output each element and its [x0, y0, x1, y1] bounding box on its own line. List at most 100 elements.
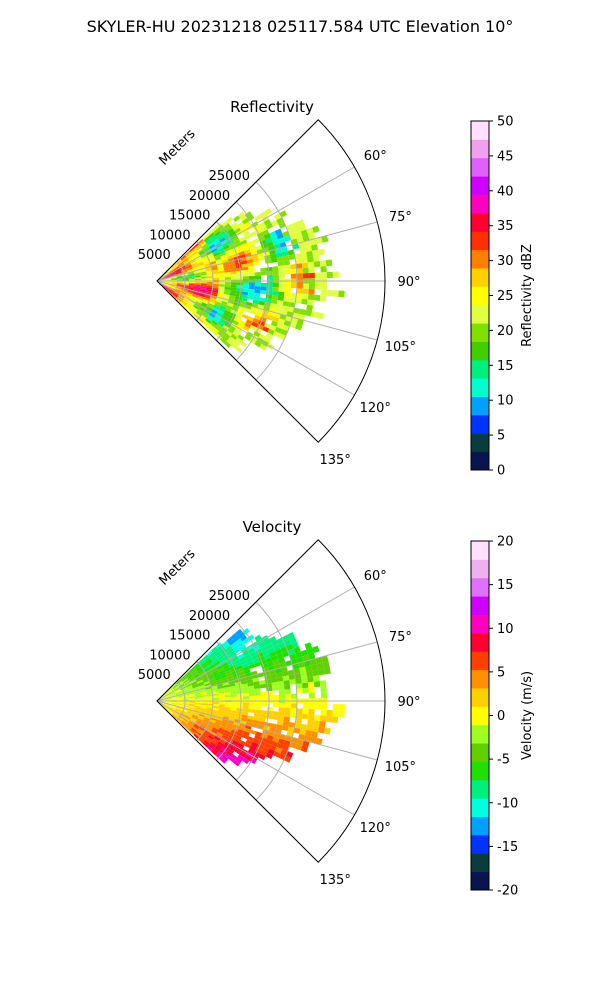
azimuth-tick-label: 75° [389, 210, 412, 225]
radar-gate [200, 703, 207, 706]
radar-gate [219, 739, 226, 745]
radar-gate [218, 282, 225, 285]
radar-gate [237, 322, 245, 329]
radar-gate [198, 263, 205, 267]
radar-gate [217, 247, 225, 253]
range-tick-label: 20000 [189, 609, 230, 624]
radar-gate [302, 703, 309, 709]
radar-gate [210, 295, 217, 300]
radar-gate [238, 236, 246, 243]
radar-gate [260, 710, 267, 715]
radar-gate [223, 332, 231, 339]
radar-gate [211, 729, 218, 734]
radar-gate [290, 693, 297, 699]
radar-gate [217, 685, 224, 690]
radar-gate [182, 702, 189, 704]
radar-gate [218, 270, 225, 274]
radar-gate [167, 267, 173, 272]
radar-gate [194, 697, 201, 700]
radar-gate [259, 297, 266, 302]
radar-gate [163, 285, 169, 290]
radar-gate [208, 243, 216, 250]
radar-gate [226, 737, 234, 743]
radar-gate [168, 268, 174, 273]
radar-gate [307, 681, 315, 688]
radar-gate [259, 717, 266, 722]
reflectivity-title: Reflectivity [230, 98, 314, 116]
radar-gate [200, 704, 207, 708]
radar-gate [212, 285, 219, 289]
radar-gate [206, 274, 213, 277]
radar-gate [252, 257, 260, 263]
colorbar-tick-label: 45 [497, 149, 514, 164]
radar-gate [301, 262, 309, 269]
radar-gate [225, 669, 232, 675]
radar-gate [282, 721, 290, 727]
radar-gate [251, 654, 259, 661]
radar-gate [169, 707, 175, 711]
sector-outline [156, 119, 386, 443]
radar-gate [211, 749, 218, 756]
radar-gate [191, 683, 199, 688]
radar-gate [163, 706, 168, 711]
radar-gate [309, 238, 317, 246]
radar-gate [217, 644, 224, 651]
radar-gate [275, 672, 283, 678]
radar-gate [224, 691, 231, 696]
radar-gate [225, 330, 233, 337]
radar-gate [265, 222, 274, 230]
radar-gate [249, 309, 257, 315]
radar-gate [249, 651, 257, 658]
radar-gate [283, 716, 291, 722]
radar-gate [201, 313, 208, 319]
radar-gate [288, 721, 296, 728]
radar-gate [211, 289, 219, 293]
radar-gate [262, 229, 270, 236]
radar-gate [295, 743, 303, 751]
radar-gate [186, 713, 192, 718]
azimuth-tick-label: 105° [385, 760, 416, 775]
radar-gate [266, 274, 273, 280]
radar-gate [217, 290, 225, 294]
radar-gate [212, 275, 219, 279]
radar-gate [230, 284, 237, 288]
radar-gate [176, 277, 183, 280]
radar-gate [284, 703, 291, 709]
radar-gate [209, 717, 217, 722]
radar-gate [224, 742, 231, 748]
radar-gate [199, 689, 207, 693]
radar-gate [164, 699, 171, 701]
radar-gate [256, 743, 264, 751]
radar-gate [236, 665, 243, 671]
radar-gate [241, 263, 248, 268]
radar-gate [302, 283, 309, 289]
radar-gate [163, 286, 168, 291]
radar-gate [220, 326, 228, 333]
radar-gate [164, 702, 171, 705]
radar-gate [217, 268, 225, 272]
radar-gate [219, 305, 227, 310]
radar-gate [278, 641, 286, 649]
radar-gate [170, 697, 177, 699]
radar-gate [247, 660, 255, 666]
radar-gate [300, 745, 309, 753]
radar-gate [212, 697, 219, 701]
radar-gate [187, 268, 194, 272]
radar-gate [258, 235, 266, 242]
radar-gate [219, 725, 227, 730]
radar-gate [303, 240, 311, 247]
radar-gate [170, 277, 177, 280]
radar-gate [229, 745, 236, 752]
radar-gate [175, 690, 182, 694]
radar-gate [197, 728, 204, 734]
radar-gate [176, 276, 183, 278]
radar-gate [275, 304, 283, 310]
radar-gate [270, 320, 279, 327]
radar-gate [198, 306, 206, 312]
radar-gate [272, 239, 280, 246]
radar-gate [212, 287, 219, 291]
radar-gate [206, 705, 213, 708]
radar-gate [186, 684, 192, 689]
radar-gate [296, 656, 304, 664]
